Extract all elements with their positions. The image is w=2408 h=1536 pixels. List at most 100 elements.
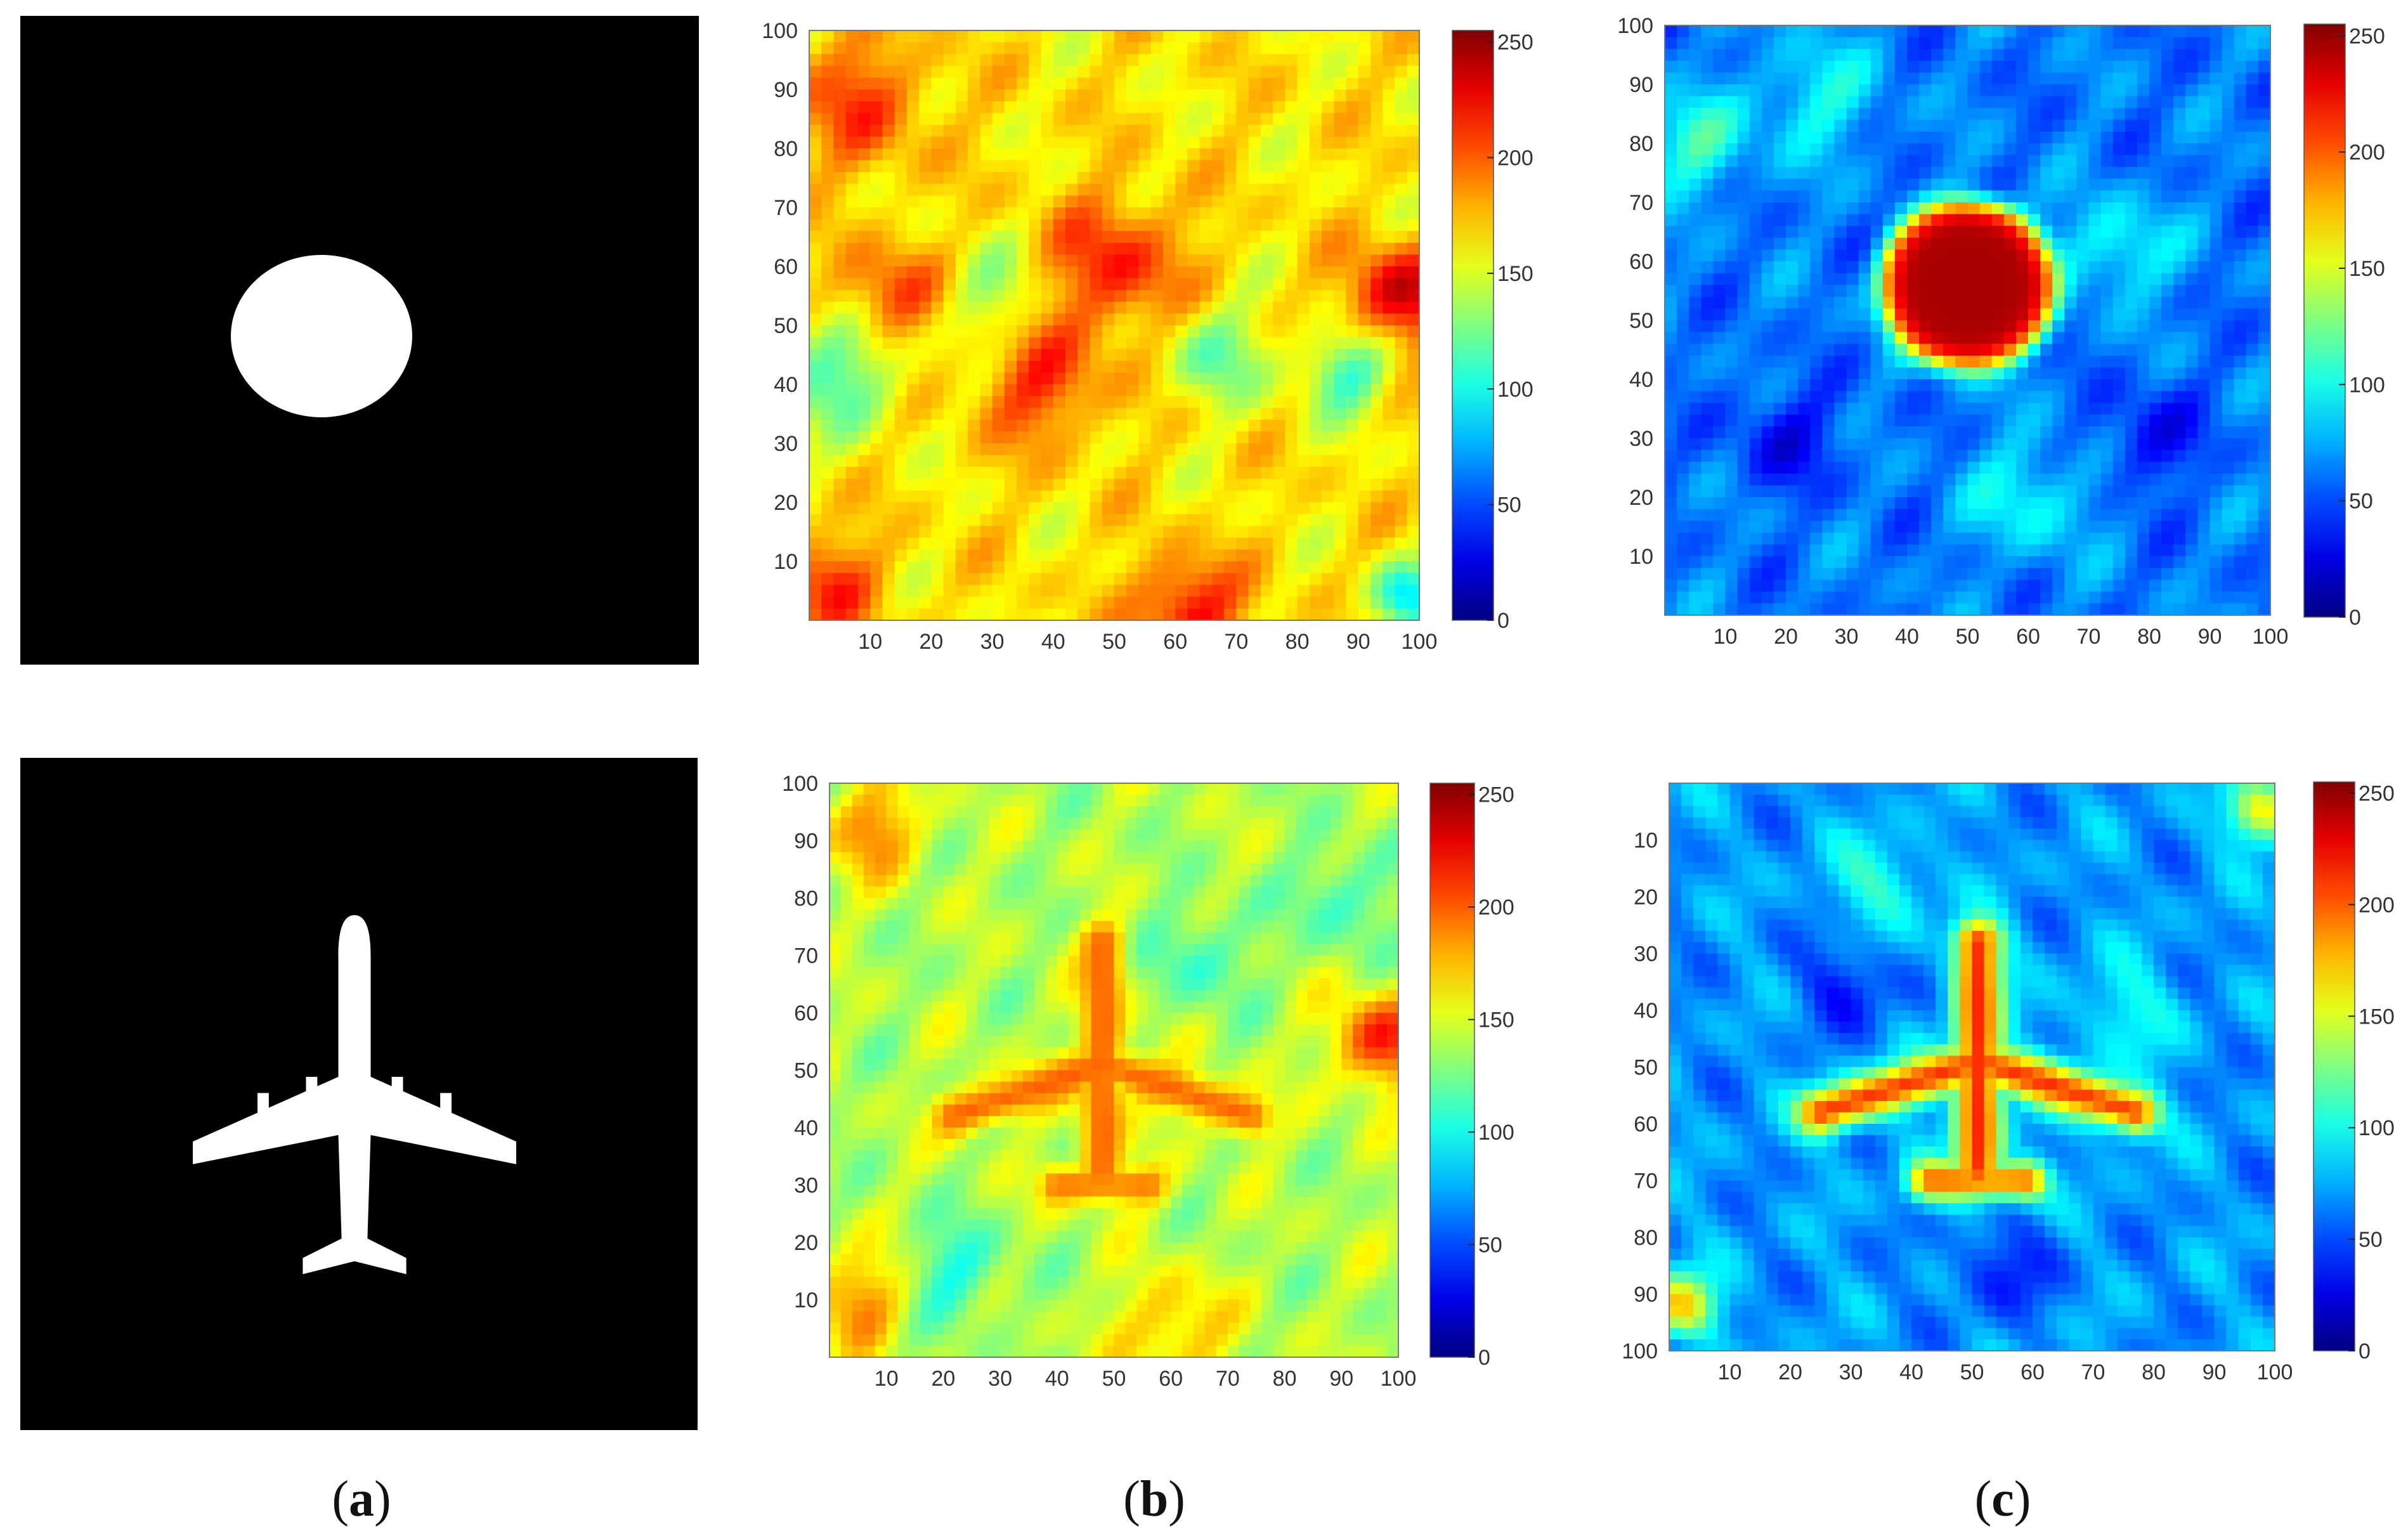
heatmap-cell: [906, 231, 920, 244]
heatmap-cell: [1786, 273, 1799, 285]
heatmap-cell: [1102, 325, 1115, 338]
heatmap-cell: [857, 573, 871, 585]
heatmap-cell: [1285, 254, 1298, 267]
heatmap-cell: [2246, 344, 2259, 356]
heatmap-cell: [1297, 89, 1310, 102]
heatmap-cell: [2076, 167, 2090, 179]
heatmap-cell: [1395, 585, 1408, 597]
heatmap-cell: [857, 42, 871, 55]
heatmap-cell: [1725, 521, 1738, 533]
heatmap-cell: [1713, 556, 1726, 569]
heatmap-cell: [992, 242, 1005, 256]
heatmap-cell: [980, 526, 993, 538]
heatmap-cell: [870, 160, 883, 172]
heatmap-cell: [1297, 608, 1310, 621]
heatmap-cell: [1065, 608, 1079, 621]
heatmap-cell: [1979, 308, 1993, 321]
heatmap-cell: [1053, 360, 1066, 374]
heatmap-cell: [968, 372, 981, 385]
heatmap-cell: [1773, 320, 1786, 333]
heatmap-cell: [1677, 473, 1689, 486]
heatmap-cell: [1138, 596, 1152, 609]
heatmap-cell: [931, 514, 944, 526]
heatmap-cell: [2052, 273, 2066, 285]
heatmap-cell: [1260, 172, 1273, 185]
heatmap-cell: [1943, 521, 1956, 533]
heatmap-cell: [1138, 278, 1152, 290]
heatmap-cell: [1665, 497, 1677, 510]
heatmap-cell: [2185, 355, 2199, 368]
heatmap-cell: [1041, 349, 1054, 361]
heatmap-cell: [1053, 526, 1066, 538]
heatmap-cell: [1407, 419, 1420, 433]
heatmap-cell: [1749, 438, 1762, 451]
heatmap-cell: [1701, 131, 1714, 144]
heatmap-cell: [1004, 124, 1017, 138]
heatmap-cell: [1395, 325, 1408, 338]
heatmap-cell: [2040, 355, 2053, 368]
heatmap-cell: [1967, 25, 1981, 38]
heatmap-cell: [821, 337, 835, 349]
heatmap-cell: [870, 124, 883, 138]
heatmap-cell: [1395, 596, 1408, 609]
heatmap-cell: [1297, 195, 1310, 208]
heatmap-cell: [1737, 178, 1750, 192]
heatmap-cell: [1665, 344, 1677, 356]
heatmap-cell: [1991, 426, 2005, 439]
heatmap-cell: [1114, 596, 1128, 609]
heatmap-cell: [1162, 431, 1176, 444]
heatmap-cell: [1150, 537, 1164, 550]
heatmap-cell: [1199, 195, 1213, 208]
heatmap-cell: [2052, 108, 2066, 120]
heatmap-cell: [1102, 42, 1115, 55]
heatmap-cell: [1919, 379, 1932, 392]
heatmap-cell: [2088, 37, 2102, 49]
heatmap-cell: [809, 537, 823, 550]
heatmap-cell: [2149, 131, 2162, 144]
heatmap-cell: [1175, 585, 1188, 597]
heatmap-cell: [1395, 349, 1408, 361]
heatmap-cell: [1138, 231, 1152, 244]
heatmap-cell: [1175, 431, 1188, 444]
heatmap-cell: [1773, 143, 1786, 156]
heatmap-cell: [1358, 231, 1371, 244]
heatmap-cell: [2028, 131, 2041, 144]
heatmap-cell: [2064, 237, 2078, 251]
heatmap-cell: [1395, 290, 1408, 303]
heatmap-cell: [1919, 556, 1932, 569]
heatmap-cell: [943, 160, 956, 172]
heatmap-cell: [1370, 408, 1384, 420]
heatmap-cell: [1701, 273, 1714, 285]
heatmap-cell: [1713, 178, 1726, 192]
heatmap-cell: [1991, 37, 2005, 49]
heatmap-cell: [1846, 509, 1859, 521]
heatmap-cell: [2149, 367, 2162, 380]
heatmap-cell: [2052, 214, 2066, 226]
heatmap-cell: [2234, 344, 2247, 356]
heatmap-cell: [1846, 544, 1859, 557]
heatmap-cell: [2149, 438, 2162, 451]
heatmap-cell: [968, 443, 981, 456]
heatmap-cell: [931, 372, 944, 385]
heatmap-cell: [1894, 521, 1908, 533]
heatmap-cell: [1383, 337, 1396, 349]
heatmap-cell: [1150, 290, 1164, 303]
heatmap-cell: [1749, 473, 1762, 486]
heatmap-cell: [821, 172, 835, 185]
heatmap-cell: [1701, 367, 1714, 380]
heatmap-cell: [906, 396, 920, 408]
heatmap-cell: [1786, 202, 1799, 215]
heatmap-cell: [1798, 532, 1811, 545]
heatmap-cell: [845, 254, 859, 267]
heatmap-cell: [2125, 37, 2138, 49]
heatmap-cell: [919, 65, 932, 79]
heatmap-cell: [2210, 379, 2223, 392]
heatmap-cell: [1786, 509, 1799, 521]
heatmap-cell: [2234, 308, 2247, 321]
heatmap-cell: [992, 337, 1005, 349]
heatmap-cell: [955, 219, 968, 231]
heatmap-cell: [2161, 603, 2174, 616]
heatmap-cell: [1114, 113, 1128, 126]
heatmap-cell: [968, 89, 981, 102]
heatmap-cell: [882, 502, 895, 515]
